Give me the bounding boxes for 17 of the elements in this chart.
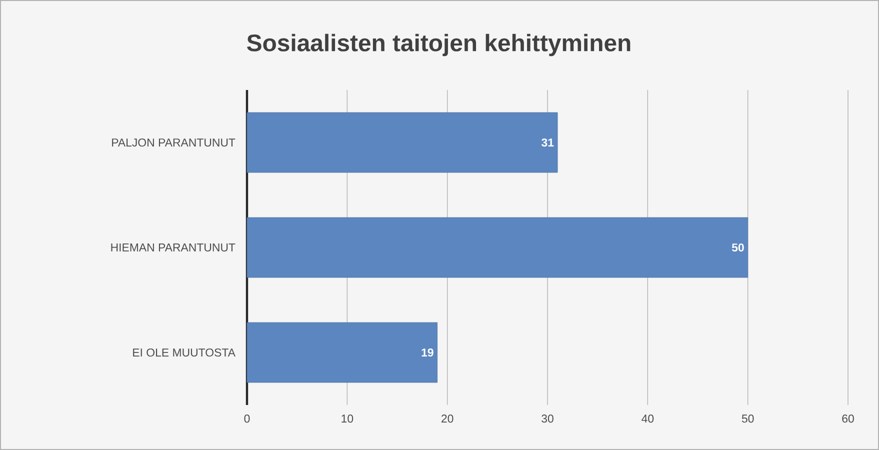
chart-title: Sosiaalisten taitojen kehittyminen — [247, 34, 630, 56]
y-tick-label: PALJON PARANTUNUT — [112, 138, 236, 147]
y-tick-label: HIEMAN PARANTUNUT — [111, 244, 236, 252]
data-label: 50 — [732, 243, 744, 252]
x-tick-label: 60 — [842, 414, 854, 423]
bar — [246, 112, 558, 173]
x-tick-label: 30 — [542, 414, 554, 423]
x-tick-label: 20 — [442, 414, 454, 423]
x-tick-label: 50 — [742, 414, 754, 423]
bar — [246, 322, 438, 383]
x-tick-label: 0 — [244, 414, 250, 423]
x-tick-label: 40 — [642, 414, 654, 423]
bar — [246, 217, 748, 278]
x-tick-label: 10 — [342, 414, 354, 423]
data-label: 19 — [422, 348, 434, 357]
y-tick-label: EI OLE MUUTOSTA — [133, 348, 236, 357]
data-label: 31 — [542, 138, 554, 147]
